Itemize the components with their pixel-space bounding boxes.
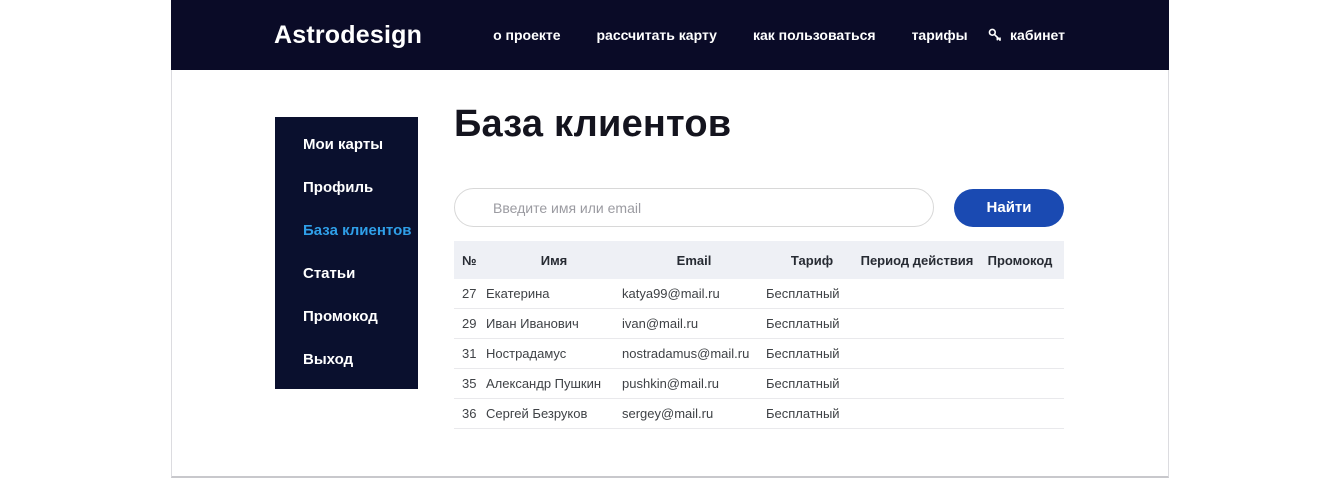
cell-email: ivan@mail.ru — [622, 316, 699, 331]
nav-item-tariffs[interactable]: тарифы — [911, 27, 968, 43]
cell-name: Екатерина — [486, 286, 550, 301]
nav-item-how-to-use[interactable]: как пользоваться — [752, 27, 876, 43]
top-navbar: Astrodesign о проекте рассчитать карту к… — [171, 0, 1169, 70]
cell-tariff: Бесплатный — [766, 286, 840, 301]
cell-num: 29 — [462, 316, 477, 331]
cell-num: 36 — [462, 406, 477, 421]
clients-table: № Имя Email Тариф Период действия Промок… — [454, 241, 1064, 429]
key-icon — [987, 27, 1003, 43]
table-header-row: № Имя Email Тариф Период действия Промок… — [454, 241, 1064, 279]
page-title: База клиентов — [454, 103, 732, 145]
cell-tariff: Бесплатный — [766, 406, 840, 421]
nav-links: о проекте рассчитать карту как пользоват… — [493, 27, 968, 43]
table-row: 29 Иван Иванович ivan@mail.ru Бесплатный — [454, 309, 1064, 339]
cell-name: Александр Пушкин — [486, 376, 602, 391]
cell-tariff: Бесплатный — [766, 316, 840, 331]
brand-logo[interactable]: Astrodesign — [274, 20, 423, 49]
search-input[interactable] — [454, 188, 934, 227]
cell-email: pushkin@mail.ru — [622, 376, 720, 391]
cell-tariff: Бесплатный — [766, 376, 840, 391]
page-body: Мои карты Профиль База клиентов Статьи П… — [171, 70, 1169, 478]
sidebar: Мои карты Профиль База клиентов Статьи П… — [275, 117, 418, 389]
cell-name: Нострадамус — [486, 346, 567, 361]
col-header-num: № — [462, 252, 477, 268]
sidebar-item-my-charts[interactable]: Мои карты — [303, 136, 384, 153]
cell-num: 31 — [462, 346, 477, 361]
sidebar-item-client-base[interactable]: База клиентов — [303, 222, 412, 239]
cell-num: 35 — [462, 376, 477, 391]
search-button[interactable]: Найти — [954, 188, 1064, 227]
table-row: 35 Александр Пушкин pushkin@mail.ru Бесп… — [454, 369, 1064, 399]
cell-email: nostradamus@mail.ru — [622, 346, 750, 361]
sidebar-item-profile[interactable]: Профиль — [303, 179, 374, 196]
cell-name: Сергей Безруков — [486, 406, 588, 421]
cabinet-label: кабинет — [1010, 27, 1065, 43]
search-row: Найти — [454, 188, 1064, 227]
table-row: 31 Нострадамус nostradamus@mail.ru Беспл… — [454, 339, 1064, 369]
col-header-name: Имя — [540, 252, 568, 268]
table-row: 27 Екатерина katya99@mail.ru Бесплатный — [454, 279, 1064, 309]
col-header-email: Email — [676, 252, 712, 268]
col-header-promo: Промокод — [987, 252, 1053, 268]
cell-num: 27 — [462, 286, 477, 301]
cell-email: sergey@mail.ru — [622, 406, 714, 421]
col-header-period: Период действия — [860, 252, 974, 268]
nav-item-calculate-chart[interactable]: рассчитать карту — [596, 27, 717, 43]
sidebar-item-logout[interactable]: Выход — [303, 351, 354, 368]
page-frame: Astrodesign о проекте рассчитать карту к… — [171, 0, 1169, 478]
cell-name: Иван Иванович — [486, 316, 579, 331]
nav-item-about[interactable]: о проекте — [493, 27, 561, 43]
cabinet-link[interactable]: кабинет — [987, 27, 1065, 43]
table-row: 36 Сергей Безруков sergey@mail.ru Беспла… — [454, 399, 1064, 429]
main-content: База клиентов Найти № Имя Email Тариф Пе… — [454, 70, 1064, 429]
sidebar-item-articles[interactable]: Статьи — [303, 265, 356, 282]
col-header-tariff: Тариф — [790, 252, 834, 268]
cell-email: katya99@mail.ru — [622, 286, 720, 301]
cell-tariff: Бесплатный — [766, 346, 840, 361]
sidebar-item-promocode[interactable]: Промокод — [303, 308, 378, 325]
